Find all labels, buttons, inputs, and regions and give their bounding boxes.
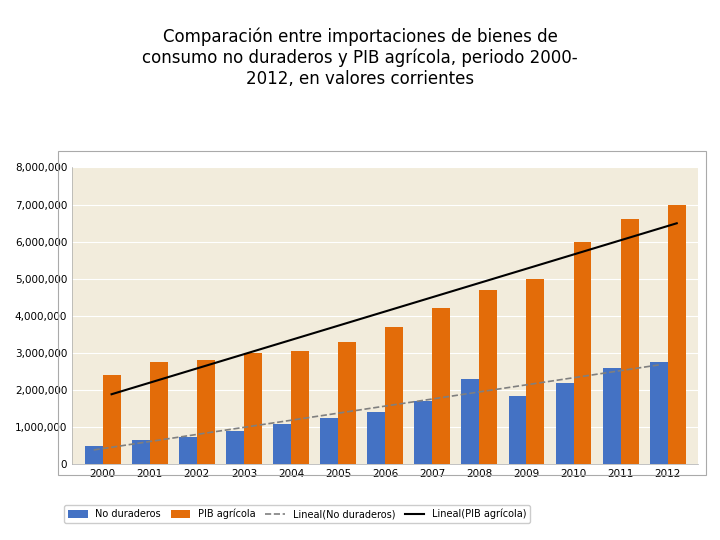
Lineal(PIB agrícola)	[107, 391, 116, 397]
Bar	[244, 353, 262, 464]
Bar	[179, 436, 197, 464]
Lineal(PIB agrícola)	[202, 362, 210, 369]
Lineal(No duraderos)	[560, 376, 569, 382]
Lineal(PIB agrícola)	[625, 234, 634, 241]
Bar	[291, 351, 309, 464]
Lineal(No duraderos)	[372, 404, 381, 410]
Lineal(PIB agrícola)	[437, 291, 446, 298]
Lineal(No duraderos)	[89, 447, 98, 453]
Bar	[415, 401, 432, 464]
Bar	[480, 290, 498, 464]
Bar	[320, 418, 338, 464]
Bar	[226, 431, 244, 464]
Line: Lineal(PIB agrícola): Lineal(PIB agrícola)	[112, 223, 677, 394]
Lineal(No duraderos)	[278, 418, 287, 425]
Line: Lineal(No duraderos): Lineal(No duraderos)	[94, 365, 659, 450]
Lineal(No duraderos)	[325, 411, 333, 418]
Lineal(No duraderos)	[654, 362, 663, 368]
Bar	[603, 368, 621, 464]
Lineal(No duraderos)	[419, 397, 428, 403]
Bar	[132, 440, 150, 464]
Bar	[667, 205, 685, 464]
Lineal(PIB agrícola)	[531, 263, 540, 269]
Legend: No duraderos, PIB agrícola, Lineal(No duraderos), Lineal(PIB agrícola): No duraderos, PIB agrícola, Lineal(No du…	[64, 505, 531, 523]
Lineal(No duraderos)	[608, 369, 616, 375]
Bar	[432, 308, 450, 464]
Bar	[273, 423, 291, 464]
Bar	[508, 396, 526, 464]
Lineal(No duraderos)	[230, 426, 239, 432]
Lineal(No duraderos)	[513, 383, 522, 389]
Lineal(No duraderos)	[137, 440, 145, 446]
Bar	[197, 361, 215, 464]
Bar	[338, 342, 356, 464]
Bar	[574, 241, 592, 464]
Bar	[150, 362, 168, 464]
Lineal(No duraderos)	[184, 433, 192, 439]
Bar	[367, 413, 385, 464]
Lineal(No duraderos)	[466, 390, 474, 396]
Bar	[526, 279, 544, 464]
Bar	[85, 446, 103, 464]
Lineal(PIB agrícola)	[390, 306, 398, 312]
Text: Comparación entre importaciones de bienes de
consumo no duraderos y PIB agrícola: Comparación entre importaciones de biene…	[142, 27, 578, 87]
Bar	[462, 379, 480, 464]
Lineal(PIB agrícola)	[296, 334, 305, 341]
Bar	[556, 383, 574, 464]
Bar	[650, 362, 667, 464]
Lineal(PIB agrícola)	[343, 320, 351, 326]
Lineal(PIB agrícola)	[672, 220, 681, 226]
Bar	[103, 375, 120, 464]
Lineal(PIB agrícola)	[578, 248, 587, 255]
Bar	[385, 327, 403, 464]
Bar	[621, 219, 639, 464]
Lineal(PIB agrícola)	[248, 348, 257, 355]
Lineal(PIB agrícola)	[154, 377, 163, 383]
Lineal(PIB agrícola)	[484, 277, 492, 284]
